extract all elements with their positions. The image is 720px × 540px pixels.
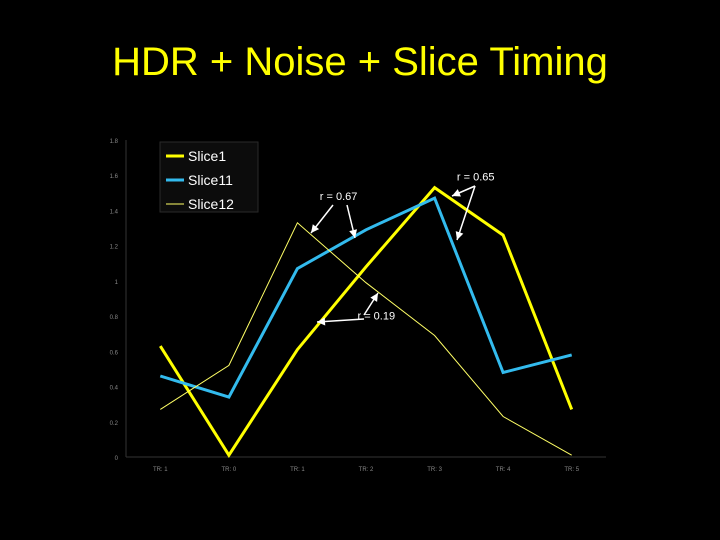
y-tick-label: 1 [115,280,119,286]
series-line-slice12 [160,221,572,456]
annotation-arrow-head [370,293,378,302]
annotation-arrow [456,185,476,241]
y-tick-label: 0.2 [110,421,119,427]
x-tick-label: TR: 0 [222,467,237,473]
legend-box [159,141,259,213]
annotation-arrow-head [455,231,464,240]
annotation-arrow-head [317,317,326,326]
x-tick-label: TR: 4 [496,467,511,473]
annotation-label: r = 0.67 [320,191,358,203]
x-tick-label: TR: 2 [359,467,374,473]
series-line-slice11 [159,196,573,399]
y-tick-label: 0.4 [110,386,119,392]
y-tick-label: 1.4 [110,209,119,215]
y-tick-label: 1.8 [110,139,119,145]
annotation-label: r = 0.19 [357,311,395,323]
y-tick-label: 1.6 [110,174,119,180]
y-tick-label: 1.2 [110,245,119,251]
legend-label: Slice1 [188,148,226,164]
annotation-arrow-head [452,189,461,197]
x-tick-label: TR: 1 [153,467,168,473]
annotation-arrow-head [349,229,358,238]
legend-label: Slice11 [188,172,233,188]
series-line-slice1 [159,185,574,458]
y-tick-label: 0.6 [110,350,119,356]
annotation-label: r = 0.65 [457,172,495,184]
x-tick-label: TR: 5 [564,467,579,473]
x-tick-label: TR: 3 [427,467,442,473]
x-tick-label: TR: 1 [290,467,305,473]
y-tick-label: 0.8 [110,315,119,321]
annotation-arrow-head [311,224,320,233]
y-tick-label: 0 [115,456,119,462]
slide-title: HDR + Noise + Slice Timing [112,40,608,84]
legend-label: Slice12 [188,196,234,212]
